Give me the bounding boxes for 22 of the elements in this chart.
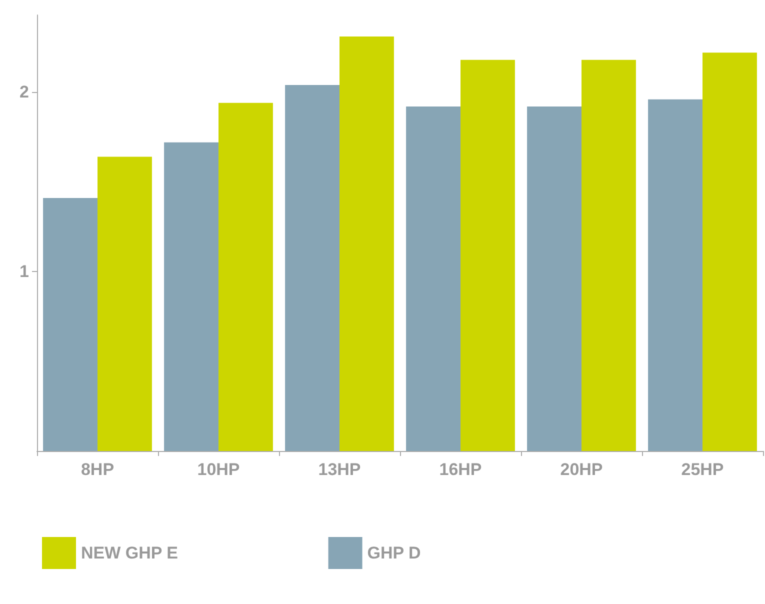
bar <box>702 52 757 451</box>
bar <box>218 102 273 451</box>
x-tick-label: 8HP <box>80 460 114 479</box>
bar <box>406 106 460 451</box>
bar <box>164 142 218 451</box>
x-tick-label: 13HP <box>318 460 361 479</box>
bar <box>460 60 515 451</box>
bar <box>43 198 98 451</box>
bar <box>527 106 582 451</box>
bar <box>98 156 152 451</box>
x-tick-label: 16HP <box>439 460 482 479</box>
bar <box>340 36 394 451</box>
legend-label: NEW GHP E <box>81 544 178 562</box>
x-tick-label: 10HP <box>197 460 240 479</box>
x-tick-label: 25HP <box>681 460 724 479</box>
y-tick-label: 1 <box>20 262 29 282</box>
legend-label: GHP D <box>367 544 421 562</box>
bar <box>582 60 636 451</box>
y-tick-label: 2 <box>20 82 29 102</box>
bar <box>648 99 702 451</box>
bar <box>285 84 340 451</box>
x-tick-label: 20HP <box>560 460 603 479</box>
